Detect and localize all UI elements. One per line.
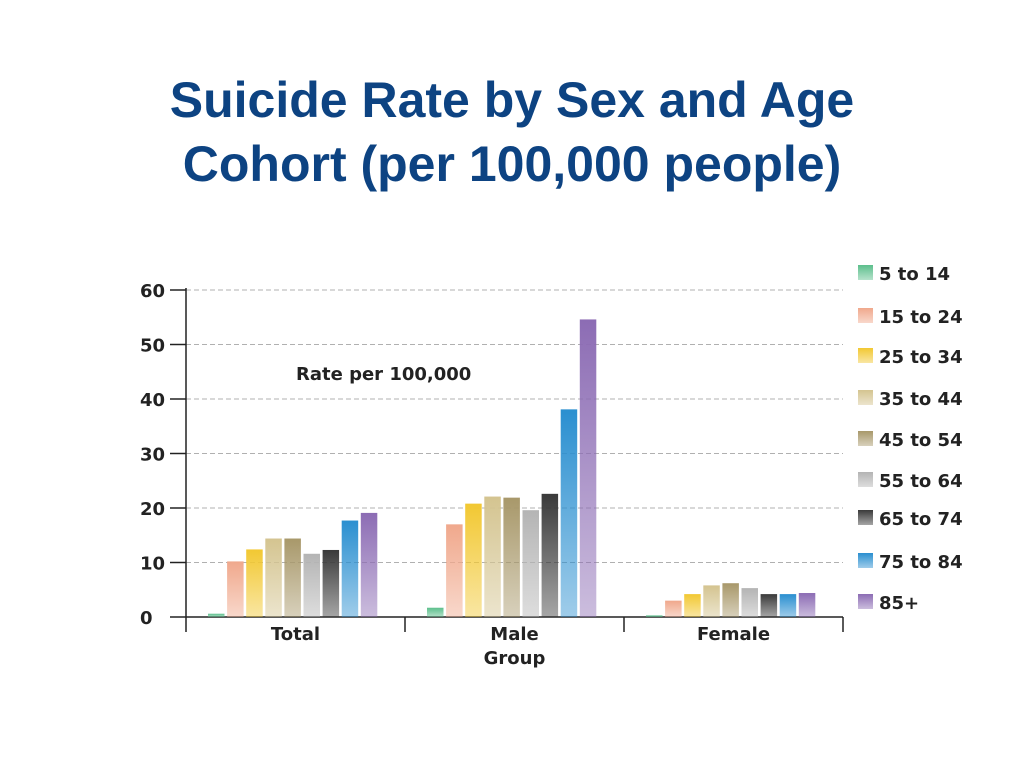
bar-female-5-to-14 [646, 615, 663, 617]
axis-labels: 0 10 20 30 40 50 60 Total Male Female Group [140, 281, 770, 669]
slide-title-line-2: Cohort (per 100,000 people) [182, 136, 842, 192]
bar-male-65-to-74 [541, 493, 559, 617]
bar-female-75-to-84 [779, 594, 797, 617]
rate-annotation: Rate per 100,000 [296, 364, 471, 385]
bar-female-85 [798, 593, 816, 617]
bar-total-75-to-84 [341, 520, 359, 617]
bar-female-65-to-74 [760, 594, 778, 617]
y-tick-label-20: 20 [140, 499, 165, 520]
legend-label-55-to-64: 55 to 64 [879, 471, 963, 492]
legend-swatch-5-to-14 [858, 265, 873, 280]
bar-total-35-to-44 [265, 538, 282, 617]
bar-female-15-to-24 [665, 600, 682, 617]
bar-total-25-to-34 [246, 549, 263, 617]
legend-label-5-to-14: 5 to 14 [879, 264, 950, 285]
legend-swatch-75-to-84 [858, 553, 873, 568]
y-tick-label-0: 0 [140, 608, 153, 629]
slide-title: Suicide Rate by Sex and Age Cohort (per … [0, 68, 1024, 196]
legend-swatch-25-to-34 [858, 348, 873, 363]
y-tick-label-10: 10 [140, 554, 165, 575]
legend-swatch-85 [858, 594, 873, 609]
bar-male-85 [579, 319, 597, 617]
bar-male-55-to-64 [522, 510, 539, 617]
bar-female-35-to-44 [703, 585, 720, 617]
legend-label-45-to-54: 45 to 54 [879, 430, 963, 451]
bar-male-45-to-54 [503, 497, 520, 617]
legend: 5 to 14 15 to 24 25 to 34 35 to 44 45 to 54 5… [858, 264, 963, 614]
x-tick-label-male: Male [490, 624, 538, 645]
bar-female-25-to-34 [684, 594, 701, 617]
legend-swatch-65-to-74 [858, 510, 873, 525]
legend-label-65-to-74: 65 to 74 [879, 509, 963, 530]
x-axis-title: Group [484, 648, 546, 669]
bar-female-45-to-54 [722, 583, 739, 617]
bar-male-25-to-34 [465, 503, 482, 617]
legend-label-75-to-84: 75 to 84 [879, 552, 963, 573]
slide-title-line-1: Suicide Rate by Sex and Age [169, 72, 855, 128]
legend-swatch-15-to-24 [858, 308, 873, 323]
bar-total-5-to-14 [208, 613, 225, 617]
x-tick-label-female: Female [697, 624, 770, 645]
y-tick-label-30: 30 [140, 445, 165, 466]
y-tick-label-40: 40 [140, 390, 165, 411]
bar-total-45-to-54 [284, 538, 301, 617]
legend-swatch-45-to-54 [858, 431, 873, 446]
legend-label-15-to-24: 15 to 24 [879, 307, 963, 328]
bar-total-15-to-24 [227, 561, 244, 617]
legend-label-85: 85+ [879, 593, 919, 614]
y-tick-label-50: 50 [140, 336, 165, 357]
bar-male-15-to-24 [446, 524, 463, 617]
bars [208, 319, 816, 617]
bar-female-55-to-64 [741, 588, 758, 617]
legend-label-35-to-44: 35 to 44 [879, 389, 963, 410]
bar-male-35-to-44 [484, 496, 501, 617]
bar-total-65-to-74 [322, 549, 340, 617]
bar-male-75-to-84 [560, 409, 578, 617]
legend-label-25-to-34: 25 to 34 [879, 347, 963, 368]
legend-swatch-35-to-44 [858, 390, 873, 405]
x-tick-label-total: Total [271, 624, 320, 645]
y-tick-label-60: 60 [140, 281, 165, 302]
bar-total-85 [360, 512, 378, 617]
legend-swatch-55-to-64 [858, 472, 873, 487]
bar-total-55-to-64 [303, 553, 320, 617]
bar-male-5-to-14 [427, 607, 444, 617]
